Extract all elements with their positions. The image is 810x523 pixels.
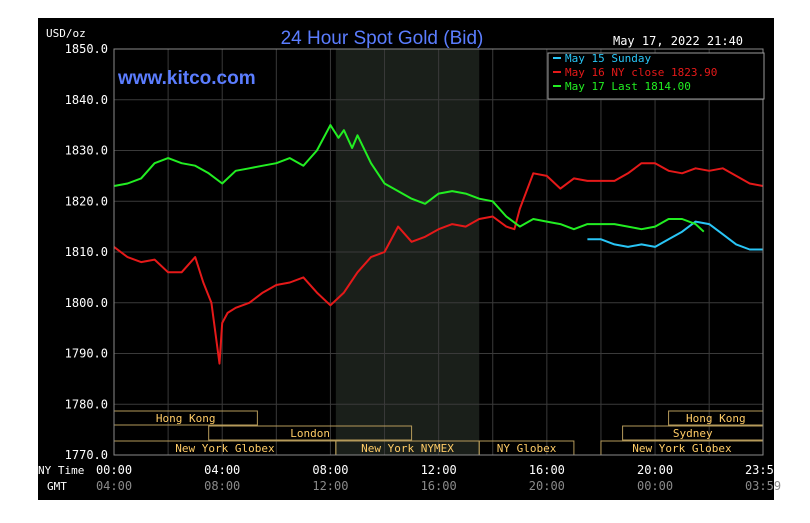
x-tick-label-gmt: 12:00 bbox=[312, 479, 348, 493]
session-label: New York Globex bbox=[632, 442, 732, 455]
x-tick-label-ny: 08:00 bbox=[312, 463, 348, 477]
y-tick-label: 1830.0 bbox=[65, 144, 108, 158]
x-tick-label-ny: 20:00 bbox=[637, 463, 673, 477]
legend-label: May 17 Last 1814.00 bbox=[565, 80, 691, 93]
x-tick-label-ny: 04:00 bbox=[204, 463, 240, 477]
trading-sessions: Hong Kong Hong Kong London Sydney New York G… bbox=[113, 410, 764, 456]
y-tick-label: 1770.0 bbox=[65, 448, 108, 462]
x-tick-label-ny: 00:00 bbox=[96, 463, 132, 477]
y-axis-unit-label: USD/oz bbox=[46, 27, 86, 40]
series-line bbox=[113, 162, 764, 365]
chart-title: 24 Hour Spot Gold (Bid) bbox=[281, 28, 484, 49]
session-label: New York Globex bbox=[175, 442, 275, 455]
session-label: New York NYMEX bbox=[361, 442, 454, 455]
x-tick-label-gmt: 00:00 bbox=[637, 479, 673, 493]
x-tick-label-ny: 23:59 bbox=[745, 463, 781, 477]
legend-label: May 16 NY close 1823.90 bbox=[565, 66, 717, 79]
x-tick-label-gmt: 04:00 bbox=[96, 479, 132, 493]
legend-box bbox=[547, 52, 765, 100]
session-label: London bbox=[290, 427, 330, 440]
watermark: www.kitco.com bbox=[117, 68, 256, 89]
series-line bbox=[113, 124, 705, 233]
y-tick-label: 1850.0 bbox=[65, 42, 108, 56]
x-axis: 00:00 04:00 08:00 12:00 16:00 20:00 23:59 04:00… bbox=[96, 463, 781, 493]
session-label: Hong Kong bbox=[156, 412, 216, 425]
y-axis: 1850.0 1840.0 1830.0 1820.0 1810.0 1800.0 1790… bbox=[65, 42, 108, 462]
series-line bbox=[587, 220, 763, 251]
grid-lines bbox=[113, 48, 764, 456]
x-tick-label-ny: 12:00 bbox=[421, 463, 457, 477]
session-label: Sydney bbox=[673, 427, 713, 440]
x-tick-label-gmt: 08:00 bbox=[204, 479, 240, 493]
x-tick-label-gmt: 16:00 bbox=[421, 479, 457, 493]
y-tick-label: 1820.0 bbox=[65, 194, 108, 208]
x-tick-label-ny: 16:00 bbox=[529, 463, 565, 477]
y-tick-label: 1810.0 bbox=[65, 245, 108, 259]
x-axis-ny-label: NY Time bbox=[38, 464, 84, 477]
session-label: NY Globex bbox=[497, 442, 557, 455]
plot-border bbox=[113, 48, 764, 456]
y-tick-label: 1790.0 bbox=[65, 347, 108, 361]
session-box bbox=[208, 425, 413, 441]
session-label: Hong Kong bbox=[686, 412, 746, 425]
y-tick-label: 1800.0 bbox=[65, 296, 108, 310]
legend-label: May 15 Sunday bbox=[565, 52, 651, 65]
x-tick-label-gmt: 03:59 bbox=[745, 479, 781, 493]
series-lines bbox=[113, 124, 764, 365]
y-tick-label: 1840.0 bbox=[65, 93, 108, 107]
y-tick-label: 1780.0 bbox=[65, 397, 108, 411]
x-axis-gmt-label: GMT bbox=[47, 480, 67, 493]
x-tick-label-gmt: 20:00 bbox=[529, 479, 565, 493]
timestamp: May 17, 2022 21:40 bbox=[613, 34, 743, 48]
